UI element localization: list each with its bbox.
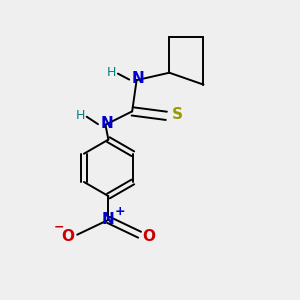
Text: O: O <box>61 229 74 244</box>
Text: +: + <box>114 205 125 218</box>
Text: O: O <box>142 229 156 244</box>
Text: N: N <box>132 71 145 86</box>
Text: −: − <box>53 221 64 234</box>
Text: N: N <box>102 212 115 227</box>
Text: H: H <box>107 66 116 79</box>
Text: N: N <box>100 116 113 131</box>
Text: H: H <box>76 109 85 122</box>
Text: S: S <box>172 107 183 122</box>
